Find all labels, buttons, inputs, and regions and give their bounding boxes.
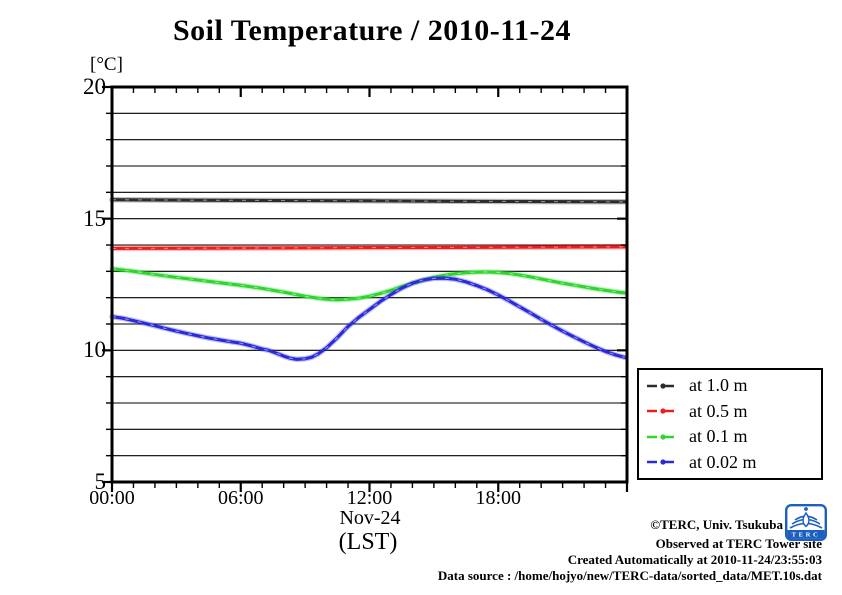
footer-datasource-text: Data source : /home/hojyo/new/TERC-data/… bbox=[437, 568, 822, 583]
x-axis-date-label: Nov-24 bbox=[339, 507, 401, 529]
series-speckle bbox=[111, 246, 625, 249]
x-tick-label-0600: 06:00 bbox=[217, 487, 264, 509]
series-speckle bbox=[111, 199, 625, 203]
legend-line-sample-icon bbox=[647, 408, 679, 414]
series-line bbox=[110, 276, 627, 361]
legend: at 1.0 m at 0.5 m at 0.1 m at 0.02 m bbox=[637, 368, 823, 480]
legend-label: at 0.5 m bbox=[689, 400, 748, 421]
legend-item: at 0.02 m bbox=[639, 450, 821, 476]
legend-label: at 1.0 m bbox=[689, 375, 748, 396]
terc-logo: TERC bbox=[785, 504, 827, 541]
legend-line-sample-icon bbox=[647, 434, 679, 440]
series-line bbox=[110, 267, 627, 302]
y-axis-unit-label: [°C] bbox=[90, 54, 123, 75]
x-tick-label-1200: 12:00 bbox=[346, 487, 393, 509]
x-axis-timezone-label: (LST) bbox=[338, 529, 398, 555]
y-tick-label-5: 5 bbox=[94, 469, 107, 494]
series-speckle bbox=[111, 277, 626, 360]
footer-credit-text: ©TERC, Univ. Tsukuba bbox=[650, 517, 783, 532]
series-halo bbox=[109, 275, 628, 363]
chart-title: Soil Temperature / 2010-11-24 bbox=[172, 14, 572, 47]
x-tick-label-1800: 18:00 bbox=[475, 487, 522, 509]
footer-observed-text: Observed at TERC Tower site bbox=[655, 536, 822, 551]
logo-drop-icon bbox=[802, 511, 810, 528]
legend-label: at 0.02 m bbox=[689, 451, 757, 472]
y-tick-label-20: 20 bbox=[83, 74, 106, 99]
x-tick-label-0000: 00:00 bbox=[89, 487, 135, 509]
legend-line-sample-icon bbox=[647, 383, 679, 389]
series-line bbox=[110, 245, 627, 250]
legend-item: at 0.5 m bbox=[639, 399, 821, 425]
legend-line-sample-icon bbox=[647, 459, 679, 465]
y-tick-label-10: 10 bbox=[83, 337, 106, 363]
y-tick-label-15: 15 bbox=[83, 205, 106, 231]
legend-item: at 1.0 m bbox=[639, 373, 821, 399]
plot-frame bbox=[110, 85, 629, 484]
legend-label: at 0.1 m bbox=[689, 426, 748, 447]
logo-droplet-icon bbox=[804, 507, 808, 511]
logo-terc-text: TERC bbox=[792, 532, 821, 539]
footer-created-text: Created Automatically at 2010-11-24/23:5… bbox=[567, 552, 822, 567]
legend-item: at 0.1 m bbox=[639, 424, 821, 450]
